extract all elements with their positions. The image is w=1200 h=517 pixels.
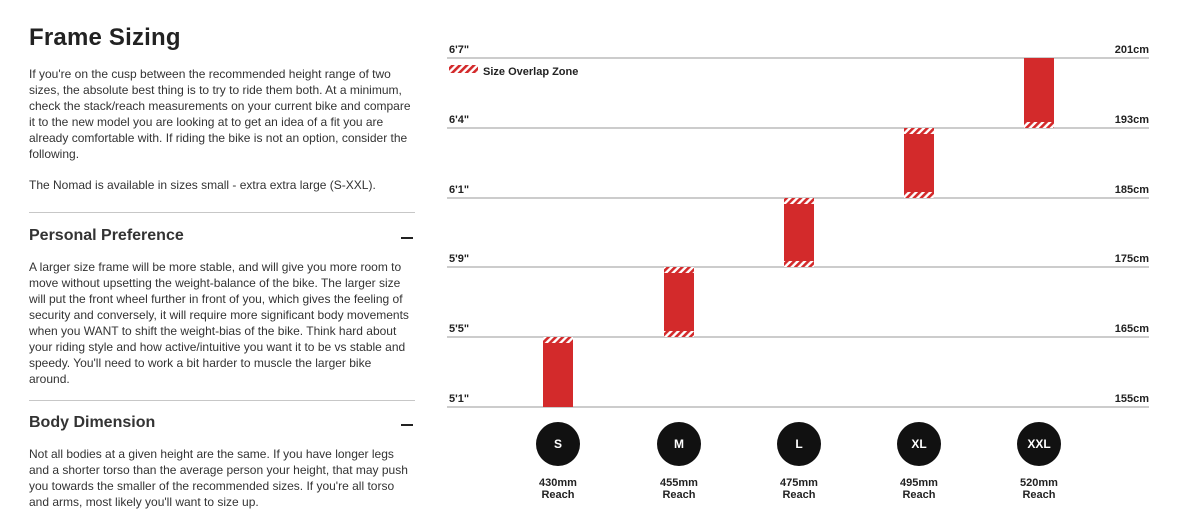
y-tick-label-metric: 165cm (1115, 323, 1149, 335)
body-dimension-text: Not all bodies at a given height are the… (29, 447, 408, 509)
y-tick-label-metric: 175cm (1115, 253, 1149, 265)
size-badge-label: S (554, 437, 562, 451)
size-badge-label: M (674, 437, 684, 451)
size-range-bar (904, 128, 934, 198)
size-range-bar (1024, 58, 1054, 128)
y-tick-label-imperial: 6'1" (449, 184, 469, 196)
y-tick-label-metric: 185cm (1115, 184, 1149, 196)
y-tick-label-imperial: 5'1" (449, 393, 469, 405)
reach-label: Reach (1022, 489, 1055, 501)
reach-label: Reach (902, 489, 935, 501)
chart-legend: Size Overlap Zone (449, 65, 578, 78)
overlap-zone-top (784, 198, 814, 204)
y-tick-label-metric: 193cm (1115, 114, 1149, 126)
section-heading: Body Dimension (29, 414, 156, 431)
page-title: Frame Sizing (29, 24, 181, 51)
overlap-zone-top (664, 267, 694, 273)
overlap-zone-bottom (784, 261, 814, 267)
reach-value: 475mm (780, 477, 818, 489)
size-badge (536, 422, 580, 466)
y-tick-label-imperial: 5'5" (449, 323, 469, 335)
intro-text: If you're on the cusp between the recomm… (29, 67, 411, 161)
reach-value: 430mm (539, 477, 577, 489)
reach-label: Reach (662, 489, 695, 501)
size-badge-label: XXL (1027, 437, 1050, 451)
size-range-bar (784, 198, 814, 267)
reach-value: 495mm (900, 477, 938, 489)
size-range-bar (543, 337, 573, 407)
size-badge (897, 422, 941, 466)
overlap-zone-bottom (904, 192, 934, 198)
reach-label: Reach (541, 489, 574, 501)
legend-label: Size Overlap Zone (483, 66, 578, 78)
size-badge-label: XL (911, 437, 926, 451)
collapse-icon[interactable] (401, 237, 413, 239)
legend-swatch (449, 65, 478, 73)
size-badge-label: L (795, 437, 802, 451)
divider (29, 212, 415, 213)
section-heading: Personal Preference (29, 227, 184, 244)
section-personal-preference-header[interactable]: Personal Preference (29, 227, 415, 249)
reach-value: 520mm (1020, 477, 1058, 489)
personal-preference-text: A larger size frame will be more stable,… (29, 260, 409, 386)
overlap-zone-bottom (1024, 122, 1054, 128)
overlap-zone-top (904, 128, 934, 134)
reach-value: 455mm (660, 477, 698, 489)
y-tick-label-imperial: 5'9" (449, 253, 469, 265)
reach-label: Reach (782, 489, 815, 501)
availability-text: The Nomad is available in sizes small - … (29, 178, 376, 192)
y-tick-label-imperial: 6'7" (449, 44, 469, 56)
y-tick-label-imperial: 6'4" (449, 114, 469, 126)
size-badge (657, 422, 701, 466)
divider (29, 400, 415, 401)
collapse-icon[interactable] (401, 424, 413, 426)
size-badge (777, 422, 821, 466)
overlap-zone-bottom (664, 331, 694, 337)
overlap-zone-top (543, 337, 573, 343)
size-range-bar (664, 267, 694, 337)
y-tick-label-metric: 201cm (1115, 44, 1149, 56)
section-body-dimension-header[interactable]: Body Dimension (29, 414, 415, 436)
y-tick-label-metric: 155cm (1115, 393, 1149, 405)
size-badge (1017, 422, 1061, 466)
